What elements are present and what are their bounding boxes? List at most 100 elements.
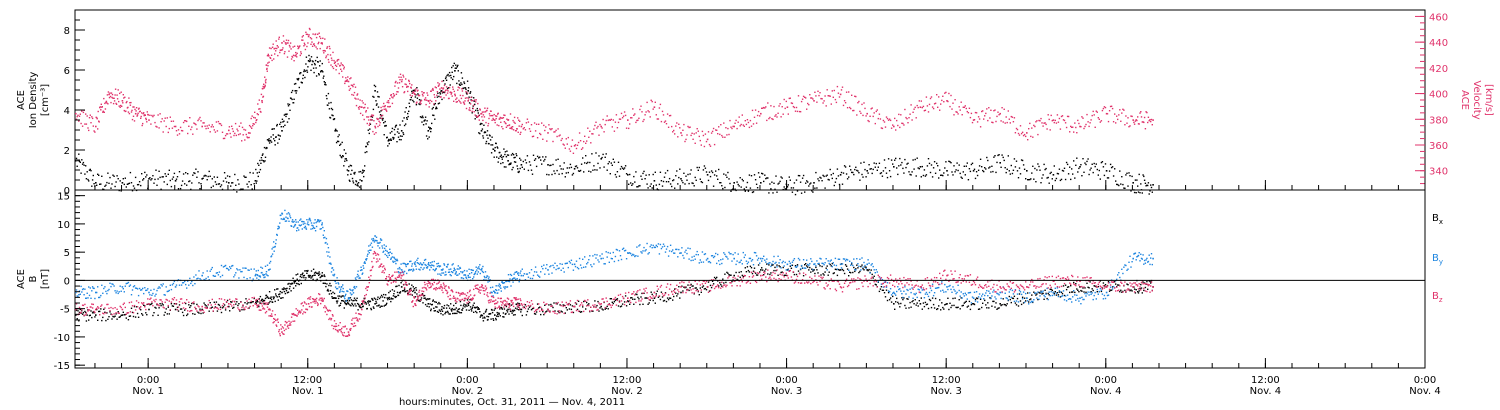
density-point	[831, 177, 833, 180]
density-point	[304, 70, 307, 72]
velocity-point	[849, 106, 851, 109]
bx-point	[957, 306, 959, 308]
velocity-point	[710, 132, 713, 134]
density-point	[954, 171, 956, 173]
by-point	[361, 269, 363, 271]
by-point	[367, 253, 369, 255]
by-point	[125, 282, 127, 285]
by-point	[337, 282, 339, 284]
bx-point	[166, 313, 168, 315]
velocity-point	[395, 93, 398, 95]
density-point	[315, 67, 317, 69]
density-point	[460, 72, 463, 74]
density-point	[998, 154, 1000, 156]
velocity-point	[573, 145, 576, 147]
bx-point	[293, 281, 295, 283]
by-point	[494, 292, 496, 294]
by-point	[437, 273, 439, 275]
velocity-point	[285, 43, 287, 45]
bx-point	[267, 297, 270, 299]
density-point	[1004, 167, 1006, 169]
density-point	[477, 112, 479, 114]
bx-point	[720, 283, 722, 286]
bx-point	[301, 273, 303, 275]
bx-point	[237, 304, 239, 307]
bx-point	[369, 300, 372, 302]
bx-point	[411, 284, 413, 286]
velocity-point	[622, 115, 625, 117]
density-point	[257, 162, 259, 165]
by-point	[512, 281, 514, 283]
velocity-point	[142, 113, 144, 115]
velocity-point	[517, 117, 519, 119]
velocity-point	[1040, 117, 1042, 120]
bx-point	[368, 300, 370, 302]
velocity-point	[433, 94, 435, 96]
velocity-point	[479, 109, 481, 111]
bx-point	[910, 306, 912, 308]
velocity-point	[618, 118, 621, 120]
bx-point	[462, 305, 465, 307]
density-point	[113, 175, 115, 177]
by-point	[431, 264, 433, 266]
by-point	[641, 252, 643, 254]
bx-point	[1015, 304, 1018, 306]
velocity-point	[150, 123, 152, 125]
density-point	[559, 165, 561, 167]
bx-point	[646, 297, 648, 299]
bx-point	[541, 308, 543, 310]
bx-point	[356, 302, 359, 305]
bx-point	[1092, 289, 1094, 292]
velocity-point	[157, 114, 159, 116]
by-point	[131, 289, 134, 291]
density-point	[483, 124, 485, 126]
density-point	[365, 145, 367, 148]
velocity-point	[763, 106, 765, 109]
density-point	[261, 159, 263, 161]
bx-point	[503, 316, 505, 318]
density-point	[312, 61, 314, 63]
velocity-point	[795, 106, 798, 109]
by-point	[558, 267, 560, 269]
bx-point	[367, 300, 369, 303]
velocity-point	[1144, 128, 1147, 130]
density-point	[428, 126, 430, 128]
velocity-point	[902, 122, 904, 125]
bx-point	[461, 309, 464, 311]
by-point	[439, 265, 442, 267]
by-point	[90, 297, 92, 299]
bx-point	[752, 270, 755, 272]
density-point	[444, 83, 446, 85]
bx-point	[824, 271, 826, 273]
bx-point	[1071, 291, 1073, 293]
bx-point	[298, 283, 300, 286]
velocity-point	[486, 109, 488, 112]
by-point	[198, 270, 200, 272]
velocity-point	[299, 45, 301, 47]
density-point	[1093, 162, 1095, 165]
density-point	[922, 174, 925, 177]
velocity-point	[447, 90, 449, 92]
velocity-point	[143, 114, 145, 117]
by-point	[192, 284, 194, 287]
bx-point	[493, 309, 495, 311]
bx-point	[849, 271, 851, 273]
by-point	[482, 265, 484, 268]
by-point	[201, 274, 203, 277]
density-point	[428, 136, 430, 138]
by-point	[395, 262, 397, 265]
density-point	[1077, 171, 1079, 173]
bx-point	[269, 300, 271, 303]
bx-point	[833, 272, 835, 274]
density-point	[299, 73, 301, 75]
velocity-point	[475, 99, 477, 101]
bx-point	[248, 307, 250, 309]
velocity-point	[171, 127, 174, 129]
velocity-point	[738, 116, 740, 118]
by-point	[169, 284, 171, 286]
by-point	[164, 294, 166, 296]
velocity-point	[784, 107, 786, 110]
density-point	[912, 159, 914, 161]
velocity-point	[614, 121, 617, 123]
density-point	[122, 178, 124, 180]
